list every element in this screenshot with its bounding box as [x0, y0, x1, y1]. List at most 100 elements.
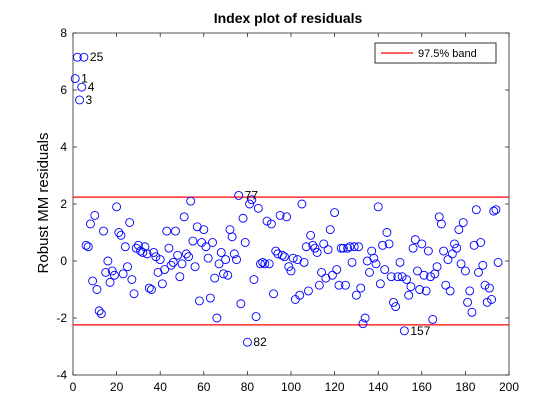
- residual-point: [99, 226, 108, 236]
- residual-point: [436, 219, 446, 229]
- residual-point: [378, 240, 388, 250]
- residual-point: [343, 243, 353, 253]
- residual-point: [85, 219, 95, 229]
- residual-point: [299, 257, 309, 267]
- residual-point: [123, 262, 132, 272]
- residual-point: [408, 243, 418, 253]
- plot-area: 0 20 40 60 80 100 120 140 160 180 200-4-2024682514…: [56, 26, 519, 394]
- residual-point: [162, 226, 172, 236]
- residual-point: [129, 289, 139, 299]
- residual-point: [356, 283, 366, 293]
- residual-point: [280, 252, 289, 262]
- residual-point: [251, 312, 261, 322]
- residual-point: [127, 275, 137, 284]
- residual-point: [354, 242, 364, 252]
- residual-point: [179, 212, 189, 222]
- residual-point: [240, 238, 250, 247]
- residual-point: [229, 249, 239, 259]
- residual-point: [345, 242, 355, 252]
- residual-point: [221, 255, 231, 265]
- residual-point: [184, 252, 193, 262]
- residual-point: [349, 242, 359, 252]
- residual-point: [142, 249, 152, 259]
- residual-point: [314, 280, 324, 290]
- residual-point: [120, 242, 130, 252]
- residual-point: [382, 228, 392, 237]
- residual-point: [421, 286, 431, 296]
- x-tick-label: 140: [368, 380, 388, 394]
- residual-point: [445, 286, 455, 296]
- x-tick-label: 160: [412, 380, 432, 394]
- residual-point: [310, 243, 320, 253]
- residual-point: [227, 232, 237, 242]
- residual-point: [458, 218, 468, 227]
- point-annotation: 1: [81, 72, 88, 86]
- residual-point: [105, 277, 115, 287]
- residual-point: [201, 242, 211, 252]
- x-tick-label: 100: [281, 380, 301, 394]
- residual-point: [460, 266, 470, 276]
- residual-point: [391, 302, 401, 312]
- residual-point: [463, 297, 473, 307]
- residual-point: [70, 74, 80, 84]
- residual-point: [428, 314, 438, 324]
- residual-point: [188, 236, 198, 246]
- residual-point: [491, 205, 501, 215]
- residual-point: [133, 240, 143, 250]
- residual-point: [168, 257, 178, 267]
- residual-point: [412, 266, 422, 276]
- residual-point: [223, 270, 233, 280]
- residual-point: [288, 253, 298, 263]
- residual-point: [144, 283, 154, 293]
- point-annotation: 4: [88, 80, 95, 94]
- y-tick-label: 0: [60, 254, 67, 268]
- residual-point: [338, 243, 348, 253]
- residual-point: [177, 259, 187, 269]
- point-annotation: 82: [253, 335, 267, 349]
- residual-point: [447, 249, 457, 259]
- residual-point: [194, 296, 204, 306]
- residual-point: [210, 273, 220, 283]
- residual-point: [341, 280, 350, 290]
- residual-point: [284, 262, 294, 272]
- point-annotation: 25: [90, 50, 104, 64]
- x-tick-label: 60: [197, 380, 211, 394]
- residual-point: [186, 196, 196, 206]
- residual-point: [319, 239, 329, 249]
- residual-point: [247, 195, 257, 205]
- residual-point: [218, 269, 228, 279]
- residual-point: [351, 290, 361, 300]
- residual-point: [399, 326, 409, 336]
- residual-point: [397, 272, 407, 282]
- residual-point: [384, 239, 394, 249]
- residual-point: [103, 256, 113, 266]
- point-annotation: 3: [86, 93, 93, 107]
- residual-point: [277, 250, 287, 260]
- residual-point: [410, 235, 420, 245]
- residual-point: [443, 255, 453, 265]
- residual-point: [269, 289, 279, 299]
- residual-point: [478, 260, 488, 270]
- residual-point: [369, 253, 379, 263]
- residual-point: [417, 239, 427, 249]
- residual-point: [347, 257, 357, 267]
- residual-point: [317, 267, 326, 277]
- residual-point: [295, 290, 305, 300]
- residual-point: [375, 279, 385, 289]
- residual-point: [262, 216, 272, 226]
- residual-point: [266, 219, 276, 229]
- residual-point: [138, 247, 148, 257]
- residual-point: [330, 208, 340, 218]
- residual-point: [175, 272, 185, 282]
- residual-point: [109, 270, 119, 280]
- residual-point: [275, 210, 285, 220]
- residual-point: [171, 226, 180, 236]
- residual-point: [199, 225, 209, 235]
- residual-point: [181, 249, 191, 259]
- residual-point: [131, 243, 141, 253]
- residual-point: [94, 306, 104, 316]
- point-annotation: 157: [410, 324, 430, 338]
- residual-point: [83, 242, 93, 252]
- residual-point: [166, 260, 176, 270]
